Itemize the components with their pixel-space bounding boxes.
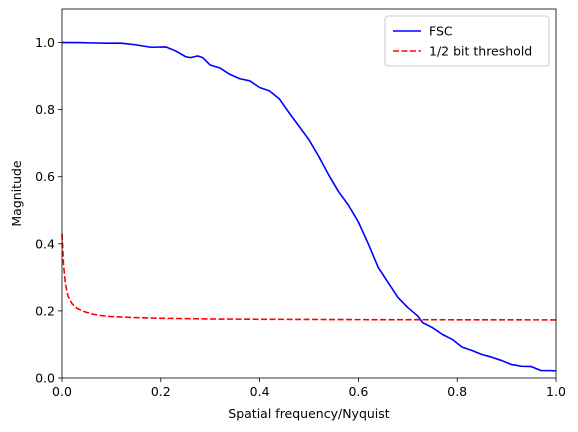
y-tick-label: 0.0 — [35, 371, 55, 386]
x-tick-label: 1.0 — [546, 384, 566, 399]
y-axis-label: Magnitude — [9, 160, 24, 227]
x-tick-label: 0.4 — [250, 384, 270, 399]
x-axis: 0.0 0.2 0.4 0.6 0.8 1.0 — [52, 378, 566, 399]
y-tick-label: 0.8 — [35, 102, 55, 117]
plot-frame — [61, 8, 557, 379]
y-tick-label: 1.0 — [35, 35, 55, 50]
series-line-fsc — [62, 41, 557, 372]
y-tick-label: 0.2 — [35, 303, 55, 318]
legend: FSC 1/2 bit threshold — [384, 15, 550, 67]
legend-label-fsc: FSC — [429, 24, 453, 39]
x-tick-label: 0.2 — [151, 384, 171, 399]
y-axis: 0.0 0.2 0.4 0.6 0.8 1.0 — [35, 35, 62, 386]
legend-box — [384, 15, 550, 67]
series-layer — [61, 41, 557, 372]
x-tick-label: 0.6 — [348, 384, 368, 399]
y-tick-label: 0.6 — [35, 169, 55, 184]
series-line-threshold — [61, 233, 557, 321]
legend-label-threshold: 1/2 bit threshold — [429, 44, 532, 59]
x-axis-label: Spatial frequency/Nyquist — [228, 406, 390, 421]
y-tick-label: 0.4 — [35, 236, 55, 251]
x-tick-label: 0.8 — [447, 384, 467, 399]
x-tick-label: 0.0 — [52, 384, 72, 399]
